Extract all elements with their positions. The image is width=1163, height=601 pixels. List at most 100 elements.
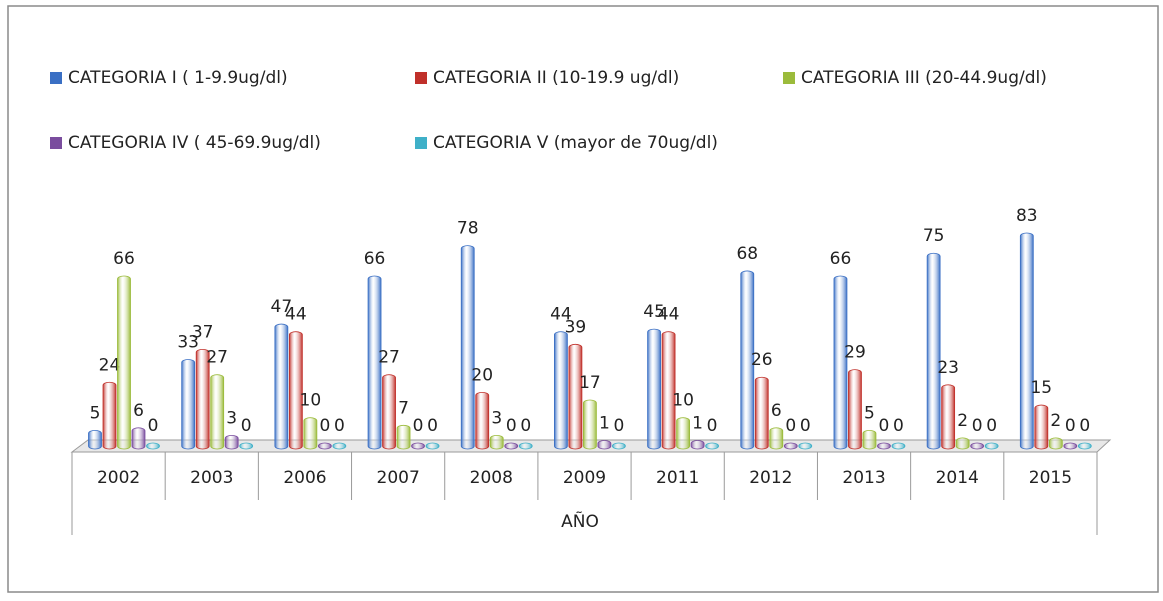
bar bbox=[926, 252, 941, 450]
data-label: 0 bbox=[427, 416, 438, 436]
data-label: 0 bbox=[148, 416, 159, 436]
data-label: 23 bbox=[937, 358, 959, 378]
bar bbox=[303, 417, 318, 450]
data-label: 0 bbox=[972, 416, 983, 436]
bar bbox=[317, 442, 332, 450]
data-label: 0 bbox=[334, 416, 345, 436]
chart-border bbox=[7, 5, 1159, 593]
data-label: 0 bbox=[413, 416, 424, 436]
bar bbox=[239, 442, 254, 450]
legend-label: CATEGORIA IV ( 45-69.9ug/dl) bbox=[68, 133, 321, 153]
data-label: 0 bbox=[613, 416, 624, 436]
data-label: 0 bbox=[986, 416, 997, 436]
data-label: 33 bbox=[177, 333, 199, 353]
data-label: 68 bbox=[736, 244, 758, 264]
bar bbox=[425, 442, 440, 450]
bar bbox=[568, 343, 583, 450]
bar bbox=[181, 359, 196, 450]
data-label: 0 bbox=[319, 416, 330, 436]
data-label: 1 bbox=[599, 413, 610, 433]
bar bbox=[740, 270, 755, 450]
legend-marker bbox=[50, 137, 62, 149]
bar bbox=[676, 417, 690, 450]
bar bbox=[647, 328, 661, 450]
bar bbox=[783, 442, 798, 450]
data-label: 5 bbox=[90, 403, 101, 423]
bar bbox=[195, 348, 210, 450]
data-label: 27 bbox=[378, 348, 400, 368]
data-label: 0 bbox=[241, 416, 252, 436]
data-label: 27 bbox=[206, 348, 228, 368]
bar bbox=[970, 442, 985, 450]
legend-label: CATEGORIA V (mayor de 70ug/dl) bbox=[433, 133, 718, 153]
data-label: 78 bbox=[457, 219, 479, 239]
data-label: 44 bbox=[285, 305, 307, 325]
bar bbox=[518, 442, 533, 450]
bar bbox=[460, 245, 475, 450]
x-tick-label: 2012 bbox=[749, 468, 792, 488]
data-label: 0 bbox=[800, 416, 811, 436]
bar bbox=[332, 442, 347, 450]
bar bbox=[984, 442, 999, 450]
bar bbox=[754, 376, 769, 450]
bar bbox=[1077, 442, 1092, 450]
data-label: 1 bbox=[692, 413, 703, 433]
data-label: 75 bbox=[923, 226, 945, 246]
data-label: 5 bbox=[864, 403, 875, 423]
bar bbox=[382, 374, 396, 450]
bar bbox=[690, 440, 705, 450]
data-label: 3 bbox=[491, 408, 502, 428]
data-label: 26 bbox=[751, 350, 773, 370]
legend-label: CATEGORIA III (20-44.9ug/dl) bbox=[801, 68, 1047, 88]
bar bbox=[475, 391, 490, 450]
bar bbox=[661, 331, 676, 450]
data-label: 66 bbox=[364, 249, 386, 269]
data-label: 44 bbox=[550, 305, 572, 325]
data-label: 7 bbox=[398, 398, 409, 418]
data-label: 10 bbox=[672, 391, 694, 411]
data-label: 0 bbox=[506, 416, 517, 436]
x-tick-label: 2011 bbox=[656, 468, 699, 488]
bar bbox=[504, 442, 519, 450]
data-label: 24 bbox=[99, 355, 121, 375]
bar bbox=[367, 275, 382, 450]
bar bbox=[396, 424, 411, 450]
data-label: 45 bbox=[643, 302, 665, 322]
bar bbox=[877, 442, 891, 450]
bar bbox=[769, 427, 784, 450]
bar bbox=[798, 442, 813, 450]
legend-marker bbox=[415, 137, 427, 149]
x-tick-label: 2014 bbox=[936, 468, 979, 488]
data-label: 37 bbox=[192, 322, 214, 342]
data-label: 0 bbox=[879, 416, 890, 436]
bar bbox=[274, 323, 289, 450]
data-label: 6 bbox=[133, 401, 144, 421]
bar bbox=[117, 275, 131, 450]
data-label: 20 bbox=[471, 365, 493, 385]
x-tick-label: 2006 bbox=[283, 468, 326, 488]
data-label: 0 bbox=[1079, 416, 1090, 436]
bar bbox=[705, 442, 719, 450]
x-tick-label: 2013 bbox=[842, 468, 885, 488]
bar bbox=[1034, 404, 1049, 450]
bar bbox=[597, 440, 612, 450]
bar bbox=[288, 331, 303, 450]
x-tick-label: 2009 bbox=[563, 468, 606, 488]
x-tick-label: 2007 bbox=[377, 468, 420, 488]
legend-marker bbox=[783, 72, 795, 84]
bar bbox=[955, 437, 970, 450]
data-label: 66 bbox=[830, 249, 852, 269]
bar bbox=[891, 442, 906, 450]
bar bbox=[224, 435, 239, 450]
data-label: 0 bbox=[707, 416, 718, 436]
data-label: 0 bbox=[520, 416, 531, 436]
data-label: 39 bbox=[565, 317, 587, 337]
data-label: 3 bbox=[226, 408, 237, 428]
data-label: 29 bbox=[844, 343, 866, 363]
x-tick-label: 2015 bbox=[1029, 468, 1072, 488]
bar bbox=[862, 429, 877, 450]
data-label: 0 bbox=[893, 416, 904, 436]
data-label: 2 bbox=[957, 411, 968, 431]
legend-marker bbox=[415, 72, 427, 84]
data-label: 83 bbox=[1016, 206, 1038, 226]
